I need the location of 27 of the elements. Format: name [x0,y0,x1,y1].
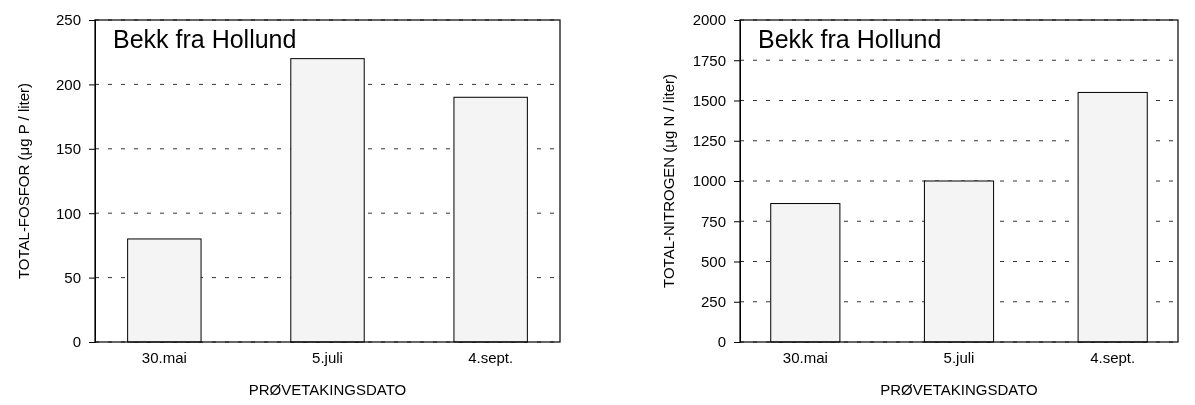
y-tick-label: 1000 [692,172,726,190]
y-tick-label: 750 [700,212,726,230]
y-tick-label: 2000 [692,11,726,29]
y-tick-label: 0 [717,333,726,351]
x-axis-title: PRØVETAKINGSDATO [880,381,1038,398]
y-tick-label: 0 [72,333,81,351]
x-tick-label: 30.mai [782,348,828,366]
x-tick-label: 5.juli [312,348,343,366]
y-tick-label: 1750 [692,51,726,69]
y-tick-label: 200 [55,75,81,93]
y-tick-label: 250 [55,11,81,29]
chart-title: Bekk fra Hollund [113,25,297,53]
y-tick-label: 100 [55,204,81,222]
x-tick-label: 4.sept. [1090,348,1136,366]
x-tick-label: 30.mai [141,348,187,366]
y-tick-label: 150 [55,140,81,158]
y-tick-label: 1500 [692,91,726,109]
y-tick-label: 250 [700,293,726,311]
x-axis-title: PRØVETAKINGSDATO [248,381,407,398]
y-axis-title: TOTAL-NITROGEN (μg N / liter) [660,74,677,288]
y-tick-label: 50 [64,268,81,286]
y-axis-title: TOTAL-FOSFOR (μg P / liter) [15,82,32,280]
y-tick-label: 500 [700,252,726,270]
x-tick-label: 4.sept. [468,348,514,366]
y-tick-label: 1250 [692,132,726,150]
chart-title: Bekk fra Hollund [758,25,942,53]
x-tick-label: 5.juli [943,348,975,366]
